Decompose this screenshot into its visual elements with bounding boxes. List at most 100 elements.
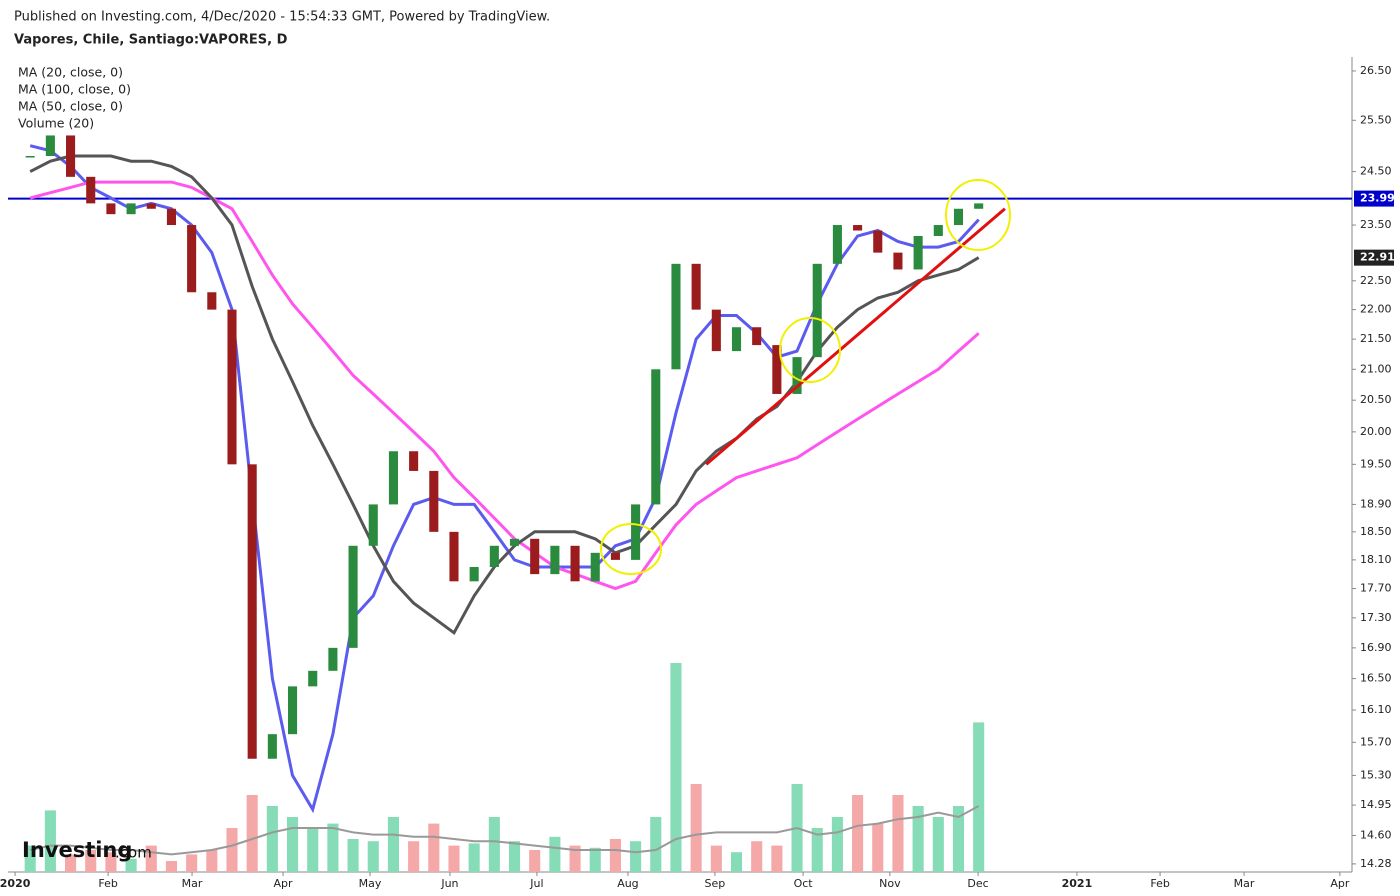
candle bbox=[489, 545, 499, 567]
volume-bar bbox=[952, 806, 965, 872]
x-tick-label: Apr bbox=[274, 877, 294, 890]
logo: Investing bbox=[22, 838, 132, 862]
volume-ma-line bbox=[29, 805, 980, 856]
price-marker bbox=[1354, 190, 1394, 207]
volume-bar bbox=[327, 823, 339, 872]
candle bbox=[449, 531, 459, 582]
candle bbox=[469, 566, 479, 582]
candle bbox=[671, 263, 681, 370]
volume-bar bbox=[347, 839, 359, 872]
x-tick-label: Apr bbox=[1330, 877, 1350, 890]
x-tick-label: Nov bbox=[879, 877, 901, 890]
volume-bar bbox=[286, 817, 299, 872]
y-tick-label: 15.30 bbox=[1360, 768, 1392, 781]
candle bbox=[509, 538, 520, 546]
logo-suffix: .com bbox=[115, 844, 152, 862]
volume-bar bbox=[105, 852, 117, 872]
highlight-circle bbox=[945, 179, 1011, 251]
x-tick-label: Feb bbox=[98, 877, 117, 890]
volume-bar bbox=[307, 828, 319, 872]
candle bbox=[550, 545, 560, 575]
highlight-circle bbox=[600, 523, 662, 575]
volume-bar bbox=[912, 806, 924, 872]
volume-bar bbox=[367, 841, 379, 872]
candle bbox=[772, 345, 782, 394]
trendline bbox=[705, 207, 1006, 466]
volume-bar bbox=[206, 850, 218, 872]
candle bbox=[166, 208, 176, 226]
candle bbox=[409, 451, 419, 471]
volume-bar bbox=[488, 817, 500, 872]
y-tick-label: 26.50 bbox=[1360, 64, 1392, 77]
volume-bar bbox=[468, 843, 480, 872]
volume-bar bbox=[85, 850, 97, 872]
candle bbox=[106, 203, 116, 215]
volume-bar bbox=[630, 841, 642, 872]
volume-bar bbox=[751, 841, 763, 872]
volume-bar bbox=[609, 839, 621, 872]
candle bbox=[792, 357, 802, 394]
y-tick-label: 14.28 bbox=[1360, 857, 1392, 870]
candle bbox=[651, 369, 661, 505]
candle bbox=[267, 734, 277, 759]
published-note: Published on Investing.com, 4/Dec/2020 -… bbox=[14, 10, 550, 25]
volume-bar bbox=[65, 854, 77, 872]
candle bbox=[832, 225, 842, 264]
price-marker-label: 22.91 bbox=[1360, 251, 1395, 264]
candle bbox=[570, 545, 580, 582]
volume-bar bbox=[650, 817, 662, 872]
candle bbox=[348, 545, 358, 648]
volume-bar bbox=[387, 817, 399, 872]
volume-bar bbox=[932, 817, 944, 872]
candle bbox=[590, 552, 600, 582]
candle bbox=[368, 504, 378, 546]
volume-bar bbox=[892, 795, 904, 872]
candle bbox=[731, 327, 742, 352]
candle bbox=[711, 309, 721, 352]
candle bbox=[66, 135, 76, 177]
y-tick-label: 18.10 bbox=[1360, 553, 1392, 566]
candle bbox=[530, 538, 540, 575]
y-tick-label: 17.70 bbox=[1360, 582, 1392, 595]
price-marker bbox=[1354, 249, 1394, 266]
volume-bar bbox=[448, 845, 460, 872]
volume-bar bbox=[690, 784, 702, 872]
candle bbox=[328, 647, 338, 671]
x-tick-label: Oct bbox=[794, 877, 814, 890]
candle bbox=[45, 135, 55, 156]
candle bbox=[86, 176, 96, 204]
volume-bar bbox=[872, 823, 884, 872]
candle bbox=[308, 670, 318, 687]
volume-bar bbox=[428, 823, 440, 872]
candle bbox=[691, 263, 701, 310]
volume-bar bbox=[670, 663, 682, 872]
candle bbox=[873, 230, 883, 253]
candle bbox=[429, 470, 439, 532]
volume-bar bbox=[226, 828, 238, 872]
x-tick-label: Jul bbox=[529, 877, 543, 890]
candle bbox=[812, 263, 822, 358]
x-tick-label: 2020 bbox=[0, 877, 31, 890]
candle bbox=[247, 464, 257, 759]
y-tick-label: 22.00 bbox=[1360, 303, 1392, 316]
price-marker-label: 23.99 bbox=[1360, 192, 1395, 205]
y-tick-label: 14.60 bbox=[1360, 828, 1392, 841]
y-tick-label: 24.50 bbox=[1360, 165, 1392, 178]
candle bbox=[913, 236, 923, 270]
y-tick-label: 16.50 bbox=[1360, 672, 1392, 685]
legend-entry: MA (20, close, 0) bbox=[18, 65, 123, 80]
legend-entry: MA (100, close, 0) bbox=[18, 82, 131, 97]
candle bbox=[25, 155, 35, 158]
y-tick-label: 20.00 bbox=[1360, 425, 1392, 438]
x-tick-label: Dec bbox=[967, 877, 988, 890]
candle bbox=[288, 686, 298, 735]
y-tick-label: 18.50 bbox=[1360, 525, 1392, 538]
y-tick-label: 16.90 bbox=[1360, 641, 1392, 654]
volume-bar bbox=[973, 722, 985, 872]
y-tick-label: 21.50 bbox=[1360, 332, 1392, 345]
volume-bar bbox=[266, 806, 278, 872]
volume-bar bbox=[508, 841, 521, 872]
candle bbox=[752, 327, 762, 346]
y-tick-label: 23.50 bbox=[1360, 218, 1392, 231]
